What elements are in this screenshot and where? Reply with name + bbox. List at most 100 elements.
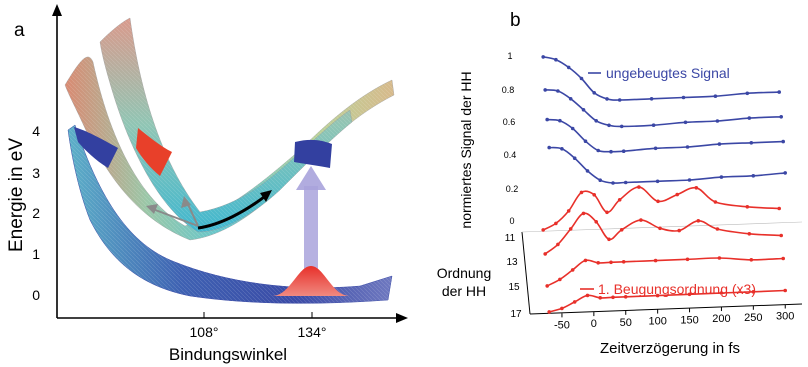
ground-state-wavepacket [272, 266, 350, 296]
x-tick-label: -50 [554, 319, 570, 331]
red-data-point [619, 228, 624, 232]
red-data-point [781, 256, 785, 261]
red-data-point [783, 288, 787, 293]
blue-data-point [715, 119, 720, 123]
motion-arrow-grey-1-head [146, 204, 158, 214]
red-data-point [592, 193, 596, 197]
motion-arrow-grey-1 [149, 207, 199, 227]
red-data-point [556, 242, 560, 247]
red-data-point [677, 228, 681, 233]
red-data-point [609, 260, 613, 265]
blue-data-point [779, 115, 783, 119]
panel-b-y-ticks: 1 0.8 0.6 0.4 0.2 0 [502, 51, 519, 226]
panel-a-x-label: Bindungswinkel [169, 345, 287, 364]
blue-data-point [623, 180, 628, 185]
blue-data-point [719, 175, 724, 179]
blue-data-point [554, 57, 558, 62]
red-data-point [617, 198, 622, 202]
panel-a-ytick-0: 0 [32, 287, 40, 303]
blue-data-point [570, 126, 575, 131]
order-tick-17: 17 [510, 309, 522, 320]
red-data-point [558, 277, 562, 282]
panel-a-ytick-1: 1 [32, 246, 40, 262]
panel-a-y-ticks: 0 1 2 3 4 [32, 123, 40, 303]
panel-b-series [541, 55, 787, 314]
panel-a-x-axis-arrow [396, 313, 408, 323]
panel-a-y-label: Energie in eV [6, 138, 27, 252]
red-data-point [745, 205, 750, 209]
blue-data-point [541, 55, 545, 59]
x-tick-label: 300 [776, 311, 794, 323]
red-wavepacket-upper [136, 128, 172, 176]
panel-b-ytick-04: 0.4 [504, 150, 517, 160]
panel-a-figure: a 0 1 2 3 4 Energie in eV 108° 134° Bind… [6, 4, 408, 364]
red-data-point [596, 261, 600, 265]
blue-data-point [609, 149, 613, 154]
panel-a-ytick-4: 4 [32, 123, 40, 139]
panel-b-x-ticks: -50 0 50 100 150 200 250 300 [554, 304, 794, 331]
blue-data-point [568, 97, 573, 101]
blue-data-point [579, 76, 584, 81]
excitation-arrow-head [296, 166, 326, 190]
red-data-point [719, 291, 724, 295]
red-data-point [749, 258, 754, 262]
blue-wavepacket-left [74, 127, 118, 168]
x-tick-label: 200 [712, 313, 730, 325]
blue-data-point [607, 123, 611, 128]
panel-b-ytick-08: 0.8 [502, 85, 515, 95]
order-tick-13: 13 [506, 257, 518, 268]
blue-data-point [751, 174, 756, 178]
panel-a-xtick-134: 134° [298, 324, 327, 340]
blue-data-point [583, 139, 588, 143]
blue-data-point [594, 119, 598, 123]
blue-data-point [547, 145, 551, 150]
red-data-point [713, 200, 718, 204]
panel-b-order-label-line1: Ordnung [437, 265, 491, 281]
blue-data-point [685, 145, 690, 149]
blue-data-point [621, 149, 626, 153]
blue-data-point [543, 88, 547, 92]
panel-b-order-axis [521, 231, 531, 315]
blue-data-point [745, 91, 750, 96]
red-data-point [554, 221, 558, 226]
blue-data-point [598, 178, 602, 182]
x-tick-label: 0 [591, 318, 597, 330]
red-data-point [675, 192, 679, 197]
blue-data-point [683, 120, 688, 125]
red-data-point [687, 292, 692, 297]
red-data-point [696, 219, 701, 223]
red-data-point [777, 206, 781, 211]
red-data-point [779, 233, 783, 238]
panel-b-chart: b normiertes Signal der HH Ordnung der H… [437, 10, 803, 357]
blue-data-point [572, 156, 577, 160]
excited-state-mesh-back [65, 56, 394, 240]
blue-data-point [585, 169, 590, 173]
excitation-arrow-shaft [304, 186, 318, 286]
x-tick-label: 50 [620, 317, 632, 329]
panel-b: b normiertes Signal der HH Ordnung der H… [430, 0, 808, 367]
red-data-point [658, 226, 662, 231]
red-data-point [560, 306, 564, 311]
blue-data-point [687, 178, 692, 182]
blue-data-point [717, 142, 722, 146]
red-series-line-order-13 [544, 212, 782, 255]
order-tick-11: 11 [505, 233, 516, 244]
red-data-point [547, 310, 551, 314]
panel-b-y-label: normiertes Signal der HH [458, 71, 474, 228]
panel-a-ytick-2: 2 [32, 205, 40, 221]
motion-arrow-grey-2-head [181, 196, 191, 208]
blue-data-point [581, 108, 586, 112]
red-data-point [623, 295, 628, 299]
blue-data-point [781, 139, 785, 144]
red-data-point [598, 296, 602, 300]
blue-data-point [605, 97, 609, 101]
red-data-point [715, 227, 720, 231]
red-data-point [579, 190, 584, 195]
red-data-point [541, 228, 545, 232]
red-data-point [656, 199, 660, 204]
panel-b-x-axis [529, 303, 803, 315]
x-tick-label: 150 [680, 314, 698, 326]
blue-series-line-order-17 [549, 146, 786, 184]
red-data-point [543, 252, 547, 256]
red-series-line-order-11 [542, 186, 780, 231]
